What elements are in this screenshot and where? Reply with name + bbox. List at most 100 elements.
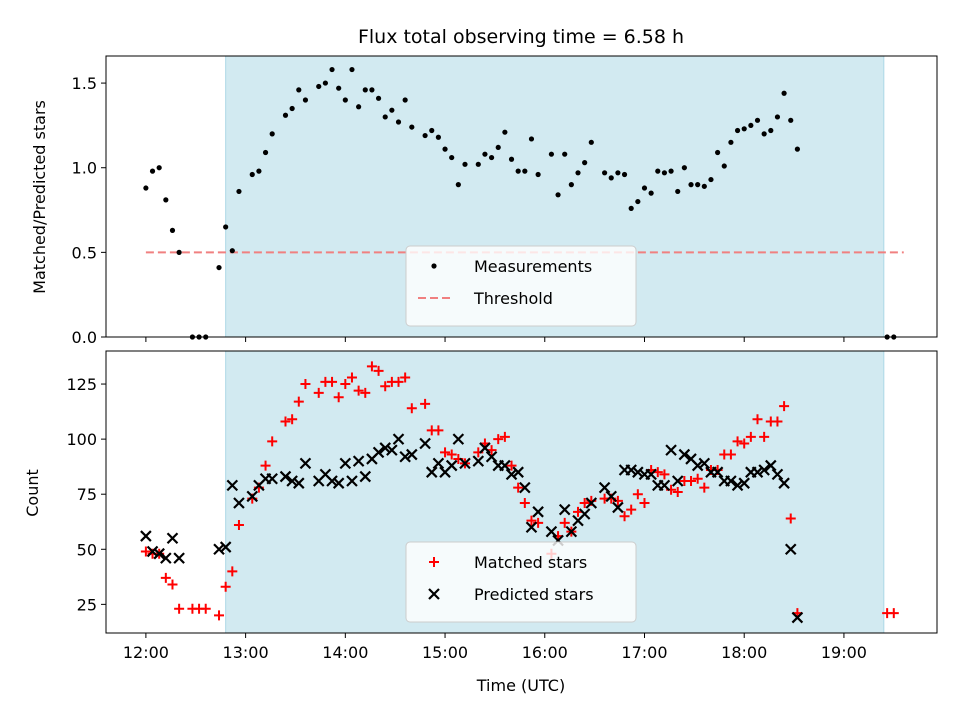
data-point [681,165,687,171]
data-point [575,170,581,176]
data-point [406,448,418,461]
data-point [422,132,428,139]
data-point [482,151,488,157]
data-point [695,182,701,188]
data-point [233,497,245,509]
y-tick-label: 100 [66,430,97,449]
data-point [379,442,391,454]
y-tick-label: 0.0 [72,328,97,347]
data-point [794,146,800,152]
data-point [322,80,328,86]
data-point [608,175,614,181]
y-tick-label: 50 [77,540,97,559]
x-tick-label: 12:00 [123,643,169,662]
legend-label: Measurements [474,257,592,276]
data-point [455,182,461,188]
data-point [369,87,375,93]
data-point [779,401,790,412]
data-point [545,525,558,538]
data-point [226,479,239,492]
data-point [299,457,312,470]
data-point [176,249,182,255]
data-point [555,192,561,198]
legend-label: Matched stars [474,553,587,572]
data-point [519,481,531,494]
data-point [280,416,291,427]
data-point [632,489,643,500]
data-point [435,134,441,140]
data-point [296,87,302,93]
data-point [754,117,761,123]
data-point [772,416,783,427]
data-point [149,168,156,174]
y-tick-label: 1.0 [72,159,97,178]
data-point [768,127,774,134]
data-point [336,85,342,91]
data-point [739,438,750,449]
data-point [485,450,498,463]
data-point [522,168,528,174]
y-tick-label: 1.5 [72,74,97,93]
data-point [329,66,335,73]
data-point [146,545,159,558]
data-point [619,511,630,522]
data-point [432,457,445,470]
data-point [588,139,594,145]
data-point [791,611,804,624]
data-point [287,414,298,425]
data-point [731,479,744,492]
legend-marker [428,588,440,600]
data-point [658,479,671,492]
data-point [267,436,278,447]
data-point [785,513,796,524]
top-panel: 0.0 0.5 1.0 1.5 Measurements Threshold [72,55,938,347]
data-point [715,149,721,156]
x-tick-label: 16:00 [522,643,568,662]
data-point [778,477,790,489]
data-point [289,105,295,112]
bottom-panel: 25 50 75 100 125 12:00 13:00 14:00 15:00 16:00 17:… [66,350,938,662]
x-tick-label: 19:00 [821,643,867,662]
data-point [249,171,255,178]
data-point [598,481,611,494]
data-point [605,490,618,503]
data-point [406,403,417,414]
y-tick-label: 75 [77,485,97,504]
data-point [246,490,259,503]
data-point [493,434,504,445]
data-point [356,104,362,110]
data-point [220,581,231,592]
data-point [515,168,521,174]
x-tick-label: 17:00 [621,643,667,662]
data-point [632,466,644,478]
data-point [579,498,590,509]
data-point [788,117,794,123]
data-point [582,160,588,166]
data-point [156,165,162,171]
data-point [758,464,770,476]
data-point [349,66,355,73]
data-point [752,414,763,425]
data-point [160,552,172,564]
data-point [585,497,598,509]
data-point [140,546,151,557]
data-point [400,372,411,383]
data-point [771,468,784,481]
data-point [452,433,465,445]
data-point [612,501,624,514]
data-point [286,475,298,487]
data-point [661,170,668,176]
data-point [568,182,574,188]
data-point [420,398,431,409]
data-point [419,437,431,450]
data-point [160,572,171,583]
data-point [602,170,608,176]
data-point [628,205,634,211]
data-point [741,126,747,132]
data-point [340,379,351,390]
axes-frame [105,55,938,338]
data-point [668,168,674,174]
data-point [781,90,787,96]
data-point [219,541,232,553]
series-predicted-stars [140,433,804,624]
